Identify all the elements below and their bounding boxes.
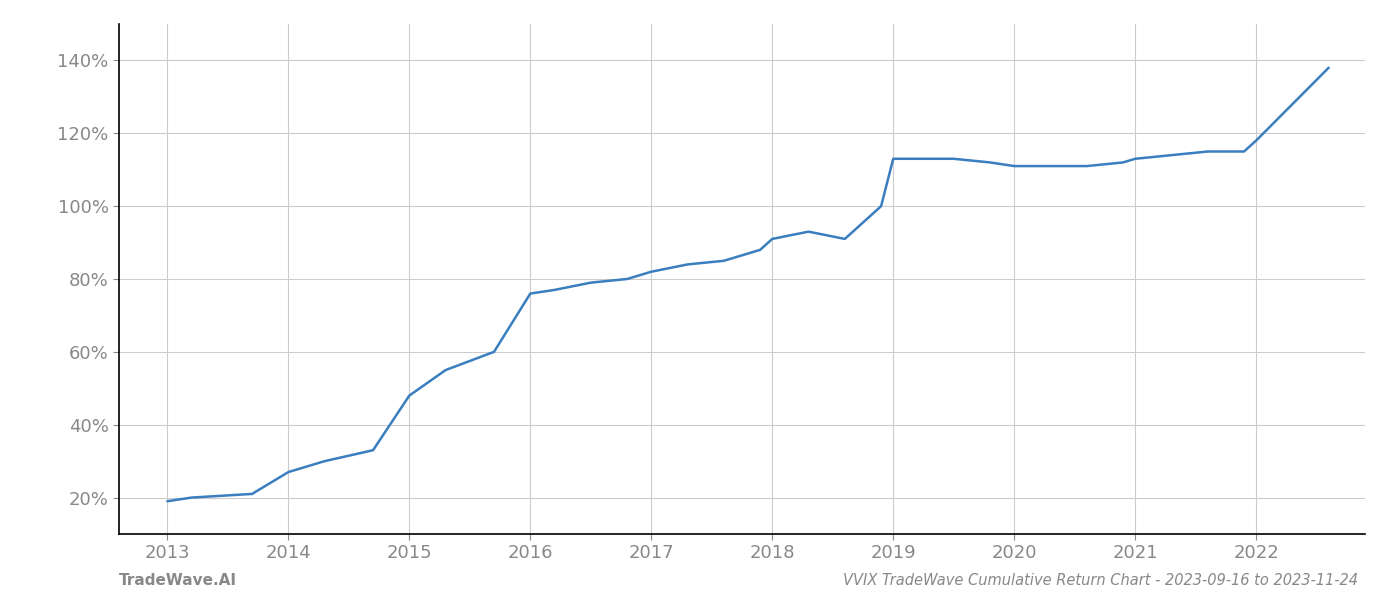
Text: VVIX TradeWave Cumulative Return Chart - 2023-09-16 to 2023-11-24: VVIX TradeWave Cumulative Return Chart -…	[843, 573, 1358, 588]
Text: TradeWave.AI: TradeWave.AI	[119, 573, 237, 588]
